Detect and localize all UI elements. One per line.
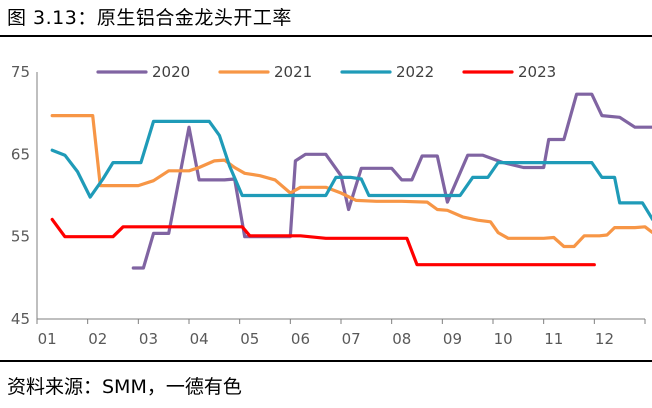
- x-tick-marks: [36, 319, 646, 324]
- x-tick-labels: 01 02 03 04 05 06 07 08 09 10 11 12: [38, 330, 614, 348]
- figure-source: 资料来源：SMM，一德有色: [7, 376, 242, 398]
- legend: 2020 2021 2022 2023: [96, 63, 556, 81]
- x-tick-label-07: 07: [342, 330, 361, 348]
- y-tick-label-65: 65: [11, 145, 30, 163]
- y-tick-label-75: 75: [11, 63, 30, 81]
- x-tick-label-08: 08: [392, 330, 411, 348]
- x-tick-label-09: 09: [443, 330, 462, 348]
- x-tick-label-05: 05: [240, 330, 259, 348]
- series-line-2021: [50, 114, 652, 249]
- series-line-2022: [50, 119, 652, 221]
- y-tick-label-55: 55: [11, 228, 30, 246]
- series-lines: [50, 92, 652, 270]
- x-tick-label-06: 06: [291, 330, 310, 348]
- legend-label-2020: 2020: [152, 63, 190, 81]
- x-tick-label-04: 04: [190, 330, 209, 348]
- y-tick-labels: 45 55 65 75: [11, 63, 30, 328]
- x-tick-label-01: 01: [38, 330, 57, 348]
- legend-label-2022: 2022: [396, 63, 434, 81]
- figure-title: 图 3.13：原生铝合金龙头开工率: [7, 7, 292, 29]
- x-tick-label-11: 11: [544, 330, 563, 348]
- bottom-rule: [0, 360, 652, 362]
- top-rule: [0, 35, 652, 37]
- x-tick-label-12: 12: [595, 330, 614, 348]
- y-tick-label-45: 45: [11, 310, 30, 328]
- x-tick-label-03: 03: [139, 330, 158, 348]
- series-line-2020: [131, 92, 652, 270]
- x-tick-label-10: 10: [494, 330, 513, 348]
- legend-label-2021: 2021: [274, 63, 312, 81]
- legend-label-2023: 2023: [518, 63, 556, 81]
- x-tick-label-02: 02: [88, 330, 107, 348]
- series-line-2023: [50, 217, 596, 267]
